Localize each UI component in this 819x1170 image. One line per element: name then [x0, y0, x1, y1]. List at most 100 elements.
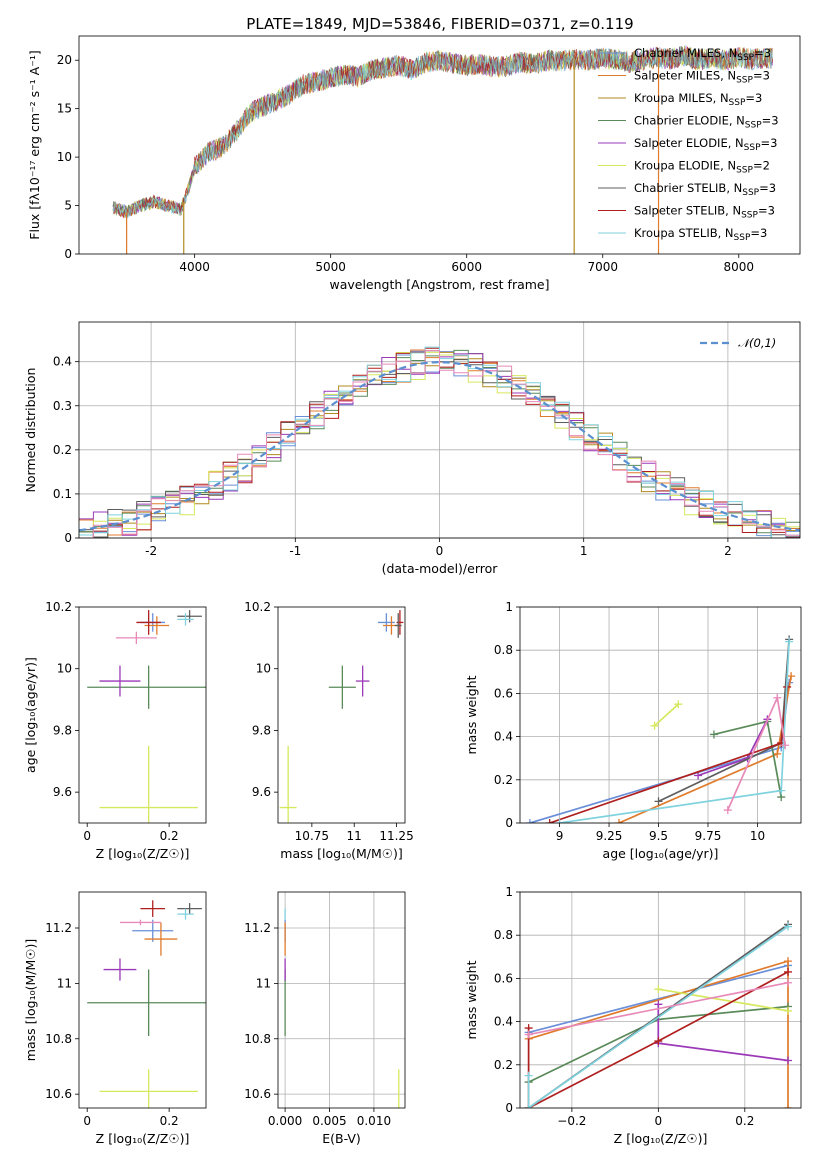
x-axis-label: mass [log₁₀(M/M☉)]	[280, 846, 402, 861]
y-tick-label: 0	[64, 531, 72, 545]
legend-label: Chabrier STELIB, NSSP=3	[634, 181, 776, 198]
y-axis-label: Normed distribution	[23, 368, 38, 493]
y-tick-label: 20	[57, 53, 72, 67]
errorbar-point	[177, 908, 194, 920]
legend-label: Kroupa STELIB, NSSP=3	[634, 226, 767, 243]
series-marker	[785, 637, 794, 646]
legend-label: Salpeter MILES, NSSP=3	[634, 69, 770, 86]
x-tick-label: 2	[724, 544, 732, 558]
series-marker	[773, 693, 782, 702]
x-axis: 10.75 11 11.25	[295, 823, 414, 843]
series-pink	[528, 981, 789, 1036]
spectrum-salpeter-stelib	[112, 46, 773, 219]
x-axis-label: Z [log₁₀(Z/Z☉)]	[96, 846, 190, 861]
x-tick-label: 9	[556, 829, 564, 843]
series-marker	[784, 978, 793, 987]
x-tick-label: 7000	[587, 260, 618, 274]
y-tick-label: 0	[505, 816, 513, 830]
y-tick-label: 0.2	[53, 443, 72, 457]
axes-frame	[277, 606, 406, 824]
series-marker	[723, 806, 732, 815]
y-tick-label: 10.8	[45, 1032, 72, 1046]
x-tick-label: -1	[289, 544, 301, 558]
series-kroupa-stelib	[527, 925, 789, 1108]
x-tick-label: 0.000	[268, 1114, 302, 1128]
plot-area	[524, 920, 793, 1108]
y-axis: 0 0.1 0.2 0.3 0.4	[53, 355, 79, 545]
axes-frame	[519, 891, 802, 1109]
axes-frame	[277, 891, 406, 1109]
series-marker	[784, 957, 793, 966]
legend-label: Salpeter STELIB, NSSP=3	[634, 204, 775, 221]
x-tick-label: 0	[436, 544, 444, 558]
series-marker	[650, 721, 659, 730]
y-tick-label: 0	[64, 247, 72, 261]
plot-area	[525, 635, 796, 823]
errorbar-point	[99, 665, 141, 697]
panel-7: 0.000 0.005 0.010 10.6 10.8 11 11.2 E(B-V)	[244, 891, 406, 1146]
x-tick-label: -2	[145, 544, 157, 558]
y-axis-label: age [log₁₀(age/yr)]	[23, 657, 38, 773]
panel-8: −0.2 0 0.2 0 0.2 0.4 0.6 0.8 1 Z [log₁₀(Z/Z☉)] mas…	[464, 885, 802, 1146]
y-tick-label: 0.4	[494, 1015, 513, 1029]
y-tick-label: 9.8	[252, 723, 271, 737]
errorbar-point	[87, 969, 206, 1036]
axes-frame	[78, 35, 801, 255]
y-tick-label: 11.2	[244, 921, 271, 935]
legend-label: Kroupa MILES, NSSP=3	[634, 91, 762, 108]
x-axis-label: Z [log₁₀(Z/Z☉)]	[614, 1131, 708, 1146]
y-tick-label: 9.6	[252, 785, 271, 799]
plot-area	[87, 610, 206, 823]
x-tick-label: 9.5	[649, 829, 668, 843]
x-axis: 0 0.2	[83, 823, 179, 843]
x-axis: 9 9.25 9.5 9.75 10	[556, 823, 765, 843]
x-axis-label: (data-model)/error	[382, 561, 499, 576]
y-tick-label: 0.1	[53, 487, 72, 501]
x-tick-label: 10	[750, 829, 765, 843]
x-tick-label: 9.25	[596, 829, 623, 843]
x-tick-label: 8000	[724, 260, 755, 274]
errorbar-point	[99, 1069, 198, 1108]
axes-frame	[78, 606, 207, 824]
panel-5: 9 9.25 9.5 9.75 10 0 0.2 0.4 0.6 0.8 1 age [log₁₀(a…	[464, 600, 802, 861]
x-tick-label: 11.25	[379, 829, 413, 843]
x-tick-label: 0	[83, 1114, 91, 1128]
figure-title: PLATE=1849, MJD=53846, FIBERID=0371, z=0…	[246, 15, 633, 33]
y-tick-label: 15	[57, 102, 72, 116]
x-tick-label: 9.75	[695, 829, 722, 843]
histogram-pink	[79, 350, 800, 538]
y-tick-label: 5	[64, 199, 72, 213]
y-tick-label: 11	[57, 976, 72, 990]
series-marker	[781, 741, 790, 750]
errorbar-point	[99, 745, 198, 823]
series-marker	[545, 819, 554, 823]
x-tick-label: 5000	[315, 260, 346, 274]
y-tick-label: 10.2	[244, 600, 271, 614]
errorbar-point	[177, 903, 202, 915]
series-marker	[524, 1104, 533, 1108]
series-marker	[787, 672, 796, 681]
x-tick-label: 0.005	[312, 1114, 346, 1128]
x-axis-label: wavelength [Angstrom, rest frame]	[329, 277, 549, 292]
x-axis: -2 -1 0 1 2	[145, 538, 732, 558]
x-tick-label: 0.010	[357, 1114, 391, 1128]
errorbar-point	[355, 665, 370, 697]
series-salpeter-elodie	[697, 718, 769, 777]
errorbar-point	[119, 919, 161, 926]
legend-label: Kroupa ELODIE, NSSP=2	[634, 159, 770, 176]
normal-curve	[79, 360, 800, 532]
legend: Chabrier MILES, NSSP=3 Salpeter MILES, NS…	[598, 46, 779, 243]
legend-label: Chabrier ELODIE, NSSP=3	[634, 114, 779, 131]
series-marker	[654, 1037, 663, 1046]
x-tick-label: 6000	[451, 260, 482, 274]
panel-4: 10.75 11 11.25 9.6 9.8 10 10.2 mass [log₁₀(M/M☉…	[244, 600, 414, 861]
series-kroupa-elodie	[658, 988, 789, 1012]
errorbar-point	[177, 610, 202, 623]
x-tick-label: 1	[580, 544, 588, 558]
series-marker	[524, 1071, 533, 1080]
series-marker	[777, 786, 786, 795]
series-kroupa-elodie	[654, 703, 679, 727]
